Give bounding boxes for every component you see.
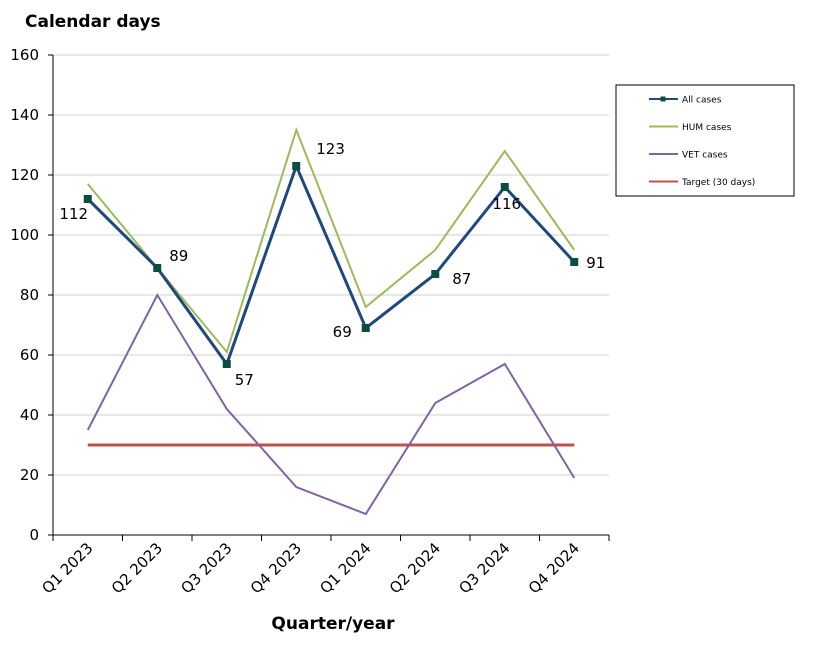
data-point <box>153 264 162 272</box>
y-tick-label: 120 <box>10 166 39 184</box>
legend-label: Target (30 days) <box>681 178 755 188</box>
x-tick-label: Q1 2024 <box>316 539 374 597</box>
data-point <box>83 195 92 203</box>
data-point <box>222 360 231 368</box>
x-axis-title: Quarter/year <box>271 614 395 634</box>
data-label: 91 <box>586 254 605 272</box>
data-label: 89 <box>169 247 188 265</box>
series-group <box>83 126 579 516</box>
data-point <box>500 183 509 191</box>
x-tick-label: Q2 2023 <box>108 539 166 597</box>
data-point <box>570 258 579 266</box>
y-axis-title: Calendar days <box>25 12 161 32</box>
y-tick-label: 60 <box>20 346 39 364</box>
x-tick-label: Q1 2023 <box>38 539 96 597</box>
y-tick-label: 20 <box>20 466 39 484</box>
legend: All cases HUM cases VET cases Target (30 da… <box>615 84 795 197</box>
data-label: 69 <box>333 323 352 341</box>
data-label: 123 <box>316 140 345 158</box>
data-point <box>292 162 301 170</box>
y-tick-label: 0 <box>29 526 39 544</box>
legend-marker <box>660 96 666 102</box>
y-tick-label: 140 <box>10 106 39 124</box>
data-label: 87 <box>452 270 471 288</box>
gridlines <box>53 54 609 476</box>
x-tick-label: Q3 2024 <box>455 539 513 597</box>
y-tick-label: 80 <box>20 286 39 304</box>
series-line <box>86 292 576 516</box>
data-labels: 112 89 57 123 69 87 116 91 <box>59 140 605 389</box>
data-point <box>361 324 370 332</box>
x-tick-label: Q4 2023 <box>247 539 305 597</box>
series-line <box>87 126 576 355</box>
x-tick-label: Q2 2024 <box>386 539 444 597</box>
series-line <box>86 161 576 368</box>
data-label: 112 <box>59 205 88 223</box>
y-tick-label: 100 <box>10 226 39 244</box>
y-tick-label: 40 <box>20 406 39 424</box>
x-tick-label: Q3 2023 <box>177 539 235 597</box>
legend-label: All cases <box>682 96 722 106</box>
legend-label: VET cases <box>682 151 728 161</box>
legend-box <box>615 84 795 197</box>
legend-label: HUM cases <box>682 123 732 133</box>
data-label: 57 <box>235 371 254 389</box>
x-tick-label: Q4 2024 <box>525 539 583 597</box>
data-label: 116 <box>492 195 521 213</box>
axes <box>48 54 610 541</box>
data-point <box>431 270 440 278</box>
y-tick-label: 160 <box>10 46 39 64</box>
